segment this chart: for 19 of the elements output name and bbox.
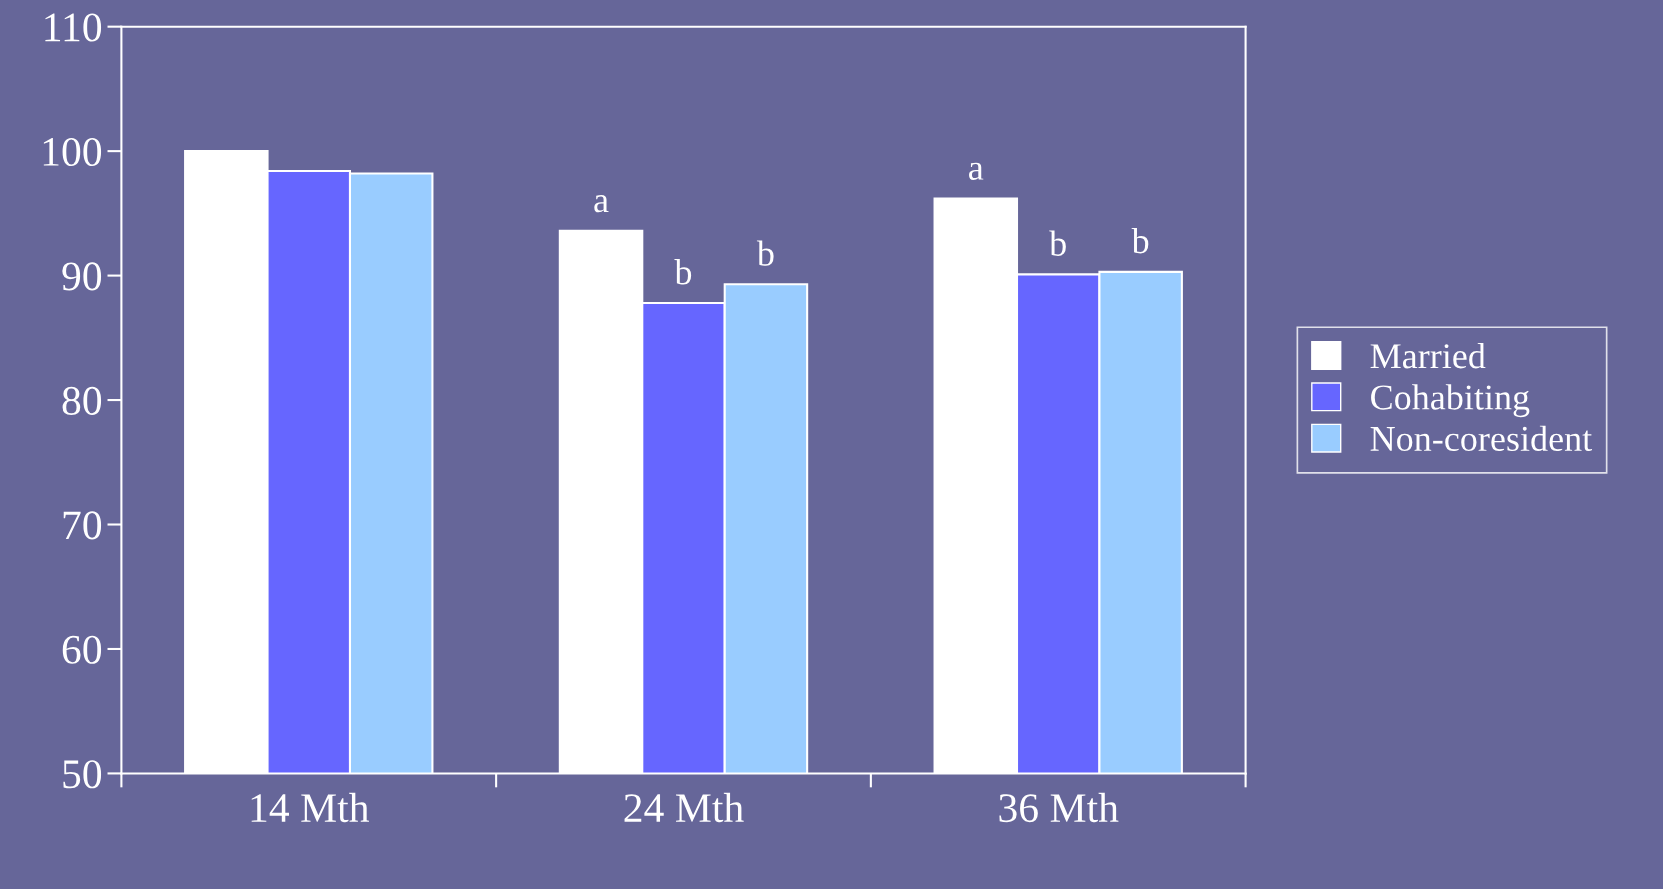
y-tick-label: 70 [63,511,102,540]
data-label: a [969,162,984,180]
data-label: b [1049,230,1066,256]
y-tick-label: 90 [62,262,102,291]
legend-label: Cohabiting [1371,384,1530,418]
x-tick-label: 14 Mth [251,792,369,823]
data-label: b [674,259,692,285]
x-tick-label: 36 Mth [999,792,1119,823]
data-label: b [1131,228,1149,254]
y-tick-label: 80 [62,386,102,415]
legend-label: Non-coresident [1370,425,1592,452]
y-tick-label: 50 [63,760,102,789]
x-tick-label: 24 Mth [624,792,744,823]
y-tick-label: 100 [43,137,102,166]
y-tick-label: 110 [45,13,102,42]
legend-label: Married [1370,343,1486,369]
y-tick-label: 60 [62,635,102,664]
data-label: b [756,240,774,266]
data-label: a [594,195,609,213]
